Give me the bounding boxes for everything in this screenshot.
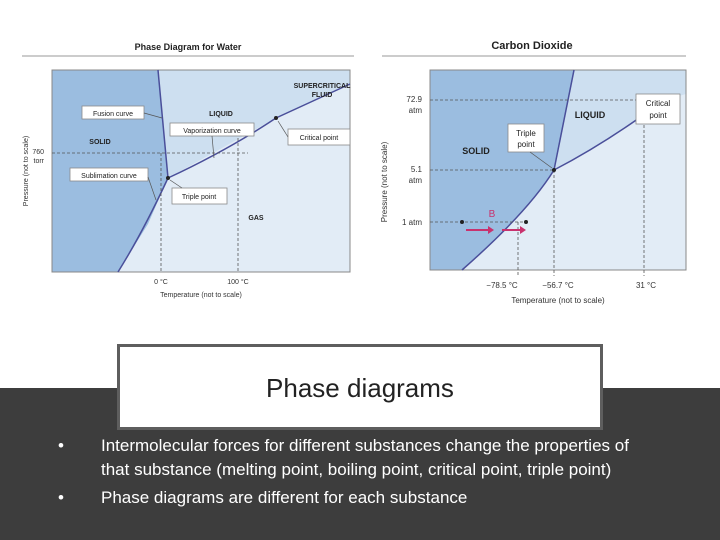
water-sublimation-callout: Sublimation curve bbox=[81, 173, 137, 180]
water-ylabel: Pressure (not to scale) bbox=[23, 136, 30, 206]
bullet-text-line: Intermolecular forces for different subs… bbox=[101, 436, 629, 455]
bullet-text-line: that substance (melting point, boiling p… bbox=[101, 460, 612, 479]
water-vaporization-curve bbox=[167, 83, 351, 179]
co2-liquid-label: LIQUID bbox=[575, 110, 606, 120]
co2-p729-unit: atm bbox=[409, 106, 423, 115]
co2-triple-callout-2: point bbox=[517, 140, 535, 149]
water-triple-point-marker bbox=[166, 176, 170, 180]
co2-t567-tick: −56.7 °C bbox=[542, 281, 574, 290]
water-p760-tick: 760 bbox=[32, 149, 44, 156]
co2-b-label: B bbox=[489, 209, 496, 220]
water-triple-callout: Triple point bbox=[182, 194, 216, 201]
water-supercritical-label-2: FLUID bbox=[312, 92, 333, 99]
water-t0-tick: 0 °C bbox=[154, 278, 168, 286]
water-vaporization-callout: Vaporization curve bbox=[183, 128, 241, 135]
co2-triple-point-marker bbox=[552, 168, 556, 172]
bullet-marker: • bbox=[58, 436, 64, 455]
co2-critical-callout-2: point bbox=[649, 111, 667, 120]
co2-p729-tick: 72.9 bbox=[406, 95, 422, 104]
co2-triple-callout: Triple bbox=[516, 129, 536, 138]
co2-path-point-left bbox=[460, 220, 464, 224]
co2-p51-unit: atm bbox=[409, 176, 423, 185]
bullet-item: • Intermolecular forces for different su… bbox=[58, 434, 698, 482]
water-solid-label: SOLID bbox=[89, 139, 110, 146]
co2-path-point-right bbox=[524, 220, 528, 224]
co2-solid-label: SOLID bbox=[462, 146, 490, 156]
bullet-marker: • bbox=[58, 488, 64, 507]
water-title: Phase Diagram for Water bbox=[135, 42, 242, 52]
water-liquid-label: LIQUID bbox=[209, 111, 233, 118]
water-critical-point-marker bbox=[274, 116, 278, 120]
water-phase-diagram: Phase Diagram for Water Pressure (not to… bbox=[18, 32, 360, 312]
water-fusion-curve bbox=[157, 69, 169, 179]
water-t100-tick: 100 °C bbox=[227, 278, 248, 286]
co2-t785-tick: −78.5 °C bbox=[486, 281, 518, 290]
water-xlabel: Temperature (not to scale) bbox=[160, 292, 242, 299]
bullet-item: • Phase diagrams are different for each … bbox=[58, 486, 698, 510]
water-p760-unit: torr bbox=[34, 158, 45, 165]
co2-critical-callout: Critical bbox=[646, 99, 671, 108]
co2-t31-tick: 31 °C bbox=[636, 281, 656, 290]
water-critical-callout: Critical point bbox=[300, 135, 339, 142]
co2-xlabel: Temperature (not to scale) bbox=[511, 296, 605, 305]
co2-phase-diagram: Carbon Dioxide B Pressure (not to scale) bbox=[378, 32, 688, 314]
co2-p1-tick: 1 atm bbox=[402, 218, 422, 227]
co2-p51-tick: 5.1 bbox=[411, 165, 423, 174]
bullet-text-line: Phase diagrams are different for each su… bbox=[101, 488, 468, 507]
bullet-list: • Intermolecular forces for different su… bbox=[58, 434, 698, 514]
co2-title: Carbon Dioxide bbox=[491, 40, 572, 52]
water-gas-label: GAS bbox=[248, 215, 264, 222]
water-sublimation-curve bbox=[117, 177, 169, 273]
co2-sublimation-curve bbox=[461, 169, 555, 271]
water-supercritical-label: SUPERCRITICAL bbox=[294, 83, 352, 90]
slide-title-box: Phase diagrams bbox=[117, 344, 603, 430]
co2-fusion-curve bbox=[553, 69, 575, 171]
slide-title: Phase diagrams bbox=[266, 373, 454, 403]
water-fusion-callout: Fusion curve bbox=[93, 111, 133, 118]
co2-ylabel: Pressure (not to scale) bbox=[380, 141, 389, 222]
